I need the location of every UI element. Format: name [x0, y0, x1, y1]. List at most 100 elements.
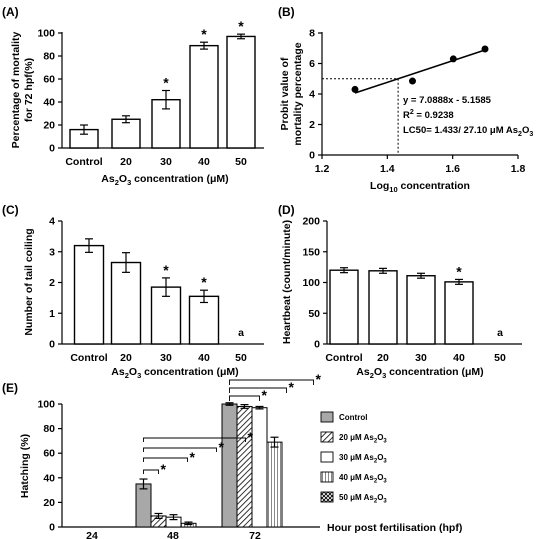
- y-axis-title-b-line1: Probit value of: [279, 57, 291, 130]
- legend-label: 50 μM As2O3: [339, 493, 387, 505]
- y-tick-label: 0: [314, 339, 320, 351]
- x-category-label: Control: [325, 352, 362, 364]
- significance-bracket: *: [229, 387, 268, 403]
- x-axis-title-c-pre: As: [111, 366, 125, 378]
- legend-label-main: Control: [339, 413, 367, 422]
- data-point: [408, 77, 416, 85]
- y-axis-title-a-line1: Percentage of mortality: [10, 31, 22, 148]
- y-tick-label: 0: [49, 522, 55, 534]
- error-bar: [154, 512, 163, 519]
- x-axis-title-a-mid: O: [119, 173, 127, 185]
- x-axis-title-b-sub: 10: [389, 185, 397, 194]
- panel-label-a: (A): [2, 5, 19, 19]
- error-bar: [162, 89, 170, 110]
- lc50-text-b-sub1: 2: [518, 131, 522, 138]
- y-tick-label: 100: [302, 277, 320, 289]
- error-bar: [417, 272, 425, 279]
- y-tick-label: 200: [302, 216, 320, 228]
- bar: [110, 261, 142, 345]
- error-bar: [169, 514, 178, 521]
- x-axis-title-e: Hour post fertilisation (hpf): [327, 522, 462, 534]
- y-ticks-c: 0 1 2 3 4: [49, 216, 62, 351]
- lc50-text-b-sub2: 3: [529, 131, 533, 138]
- x-category-label: 30: [415, 352, 427, 364]
- x-axis-title-d: As2O3 concentration (μM): [356, 366, 483, 380]
- y-axis-title-e: Hatching (%): [19, 434, 31, 498]
- x-axis-title-d-mid: O: [374, 366, 382, 378]
- y-tick-label: 80: [43, 423, 55, 435]
- y-tick-label: 80: [43, 51, 55, 63]
- legend-item: 40 μM As2O3: [320, 471, 387, 485]
- significance-star: *: [456, 263, 462, 279]
- error-bar: [184, 521, 193, 526]
- bar: [73, 244, 105, 345]
- x-axis-title-d-sub1: 2: [370, 371, 374, 380]
- y-tick-label: 60: [43, 74, 55, 86]
- x-category-label: 20: [120, 156, 132, 168]
- x-category-label: 24: [86, 530, 98, 539]
- significance-brackets-e: * * * * * * *: [143, 371, 322, 477]
- y-tick-label: 1: [49, 308, 55, 320]
- bar-diag: [236, 405, 253, 528]
- bar: [111, 118, 141, 149]
- significance-star: *: [201, 26, 207, 42]
- bar: [188, 295, 220, 345]
- no-data-marker: a: [238, 327, 244, 339]
- significance-bracket: *: [143, 461, 167, 477]
- panel-e: (E) 0 20 40 60 80 100 24 48 72 * * * * * * * Control 2…: [2, 371, 462, 539]
- bars-c: * * a: [73, 238, 244, 345]
- legend-label-mid: O: [377, 493, 383, 502]
- x-category-label: 40: [198, 156, 210, 168]
- error-bar: [237, 33, 245, 40]
- y-tick-label: 60: [43, 448, 55, 460]
- legend-label-sub2: 3: [383, 459, 387, 465]
- x-axis-title-d-post: concentration (μM): [386, 366, 483, 378]
- error-bar: [240, 404, 249, 409]
- x-axis-title-c-sub1: 2: [125, 371, 129, 380]
- x-category-label: 30: [160, 156, 172, 168]
- y-tick-label: 0: [49, 339, 55, 351]
- legend-label-mid: O: [377, 473, 383, 482]
- bar-white: [251, 407, 268, 528]
- error-bar: [340, 267, 348, 274]
- x-axis-title-a-sub2: 3: [127, 178, 131, 187]
- x-axis-title-b: Log10 concentration: [370, 180, 470, 194]
- y-axis-title-c: Number of tail coiling: [23, 228, 35, 335]
- error-bar: [162, 277, 170, 297]
- y-tick-label: 40: [43, 97, 55, 109]
- error-bar: [379, 267, 387, 274]
- y-axis-title-b-line2: mortality percentage: [292, 42, 304, 145]
- bar-control: [221, 403, 238, 528]
- data-point: [481, 45, 489, 53]
- significance-star: *: [316, 371, 322, 387]
- y-ticks-e: 0 20 40 60 80 100: [37, 399, 62, 534]
- x-categories-d: Control 20 30 40 50: [325, 352, 506, 364]
- significance-bracket: *: [143, 449, 196, 465]
- no-data-marker: a: [497, 327, 503, 339]
- error-bar: [85, 238, 93, 253]
- x-tick-label: 1.8: [511, 163, 526, 175]
- y-tick-label: 100: [37, 399, 55, 411]
- legend-label: 40 μM As2O3: [339, 473, 387, 485]
- panel-label-d: (D): [278, 203, 295, 217]
- legend-label-mid: O: [377, 433, 383, 442]
- regression-line: [354, 49, 486, 94]
- legend-swatch: [320, 491, 334, 503]
- error-bar: [200, 41, 208, 50]
- x-tick-label: 1.6: [445, 163, 460, 175]
- y-axis-title-a-line2: for 72 hpf(%): [23, 58, 35, 122]
- bar: [226, 35, 256, 149]
- y-axis-title-d: Heartbeat (count/minute): [281, 220, 293, 344]
- significance-bracket: *: [143, 429, 254, 445]
- y-tick-label: 3: [49, 246, 55, 258]
- x-axis-title-a-post: concentration (μM): [131, 173, 228, 185]
- x-tick-label: 1.2: [315, 163, 330, 175]
- legend-label: 30 μM As2O3: [339, 453, 387, 465]
- error-bar: [200, 289, 208, 304]
- x-tick-label: 1.4: [380, 163, 395, 175]
- bar-control: [135, 483, 152, 528]
- significance-star: *: [163, 75, 169, 91]
- panel-a: (A) 0 20 40 60 80 100 * * * Control 20 30 40 50 Per…: [2, 5, 264, 187]
